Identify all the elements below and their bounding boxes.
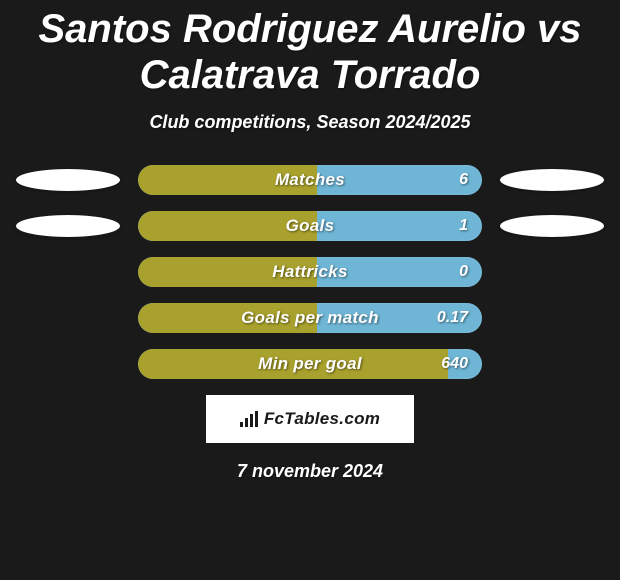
stat-bar-value: 0.17: [437, 303, 468, 333]
right-bubble: [500, 169, 604, 191]
stat-bar: Hattricks 0: [138, 257, 482, 287]
stat-bar-value: 640: [441, 349, 468, 379]
right-bubble: [500, 215, 604, 237]
left-bubble: [16, 215, 120, 237]
stat-bar-value: 0: [459, 257, 468, 287]
stat-row: Hattricks 0: [8, 257, 612, 287]
site-logo: FcTables.com: [206, 395, 414, 443]
stat-row: Matches 6: [8, 165, 612, 195]
stat-bar: Min per goal 640: [138, 349, 482, 379]
stat-bar-label: Goals per match: [138, 303, 482, 333]
stat-bar: Goals 1: [138, 211, 482, 241]
page-root: Santos Rodriguez Aurelio vs Calatrava To…: [0, 0, 620, 580]
stat-bar-label: Min per goal: [138, 349, 482, 379]
stat-bar-label: Hattricks: [138, 257, 482, 287]
stat-bar-label: Matches: [138, 165, 482, 195]
stat-bar: Goals per match 0.17: [138, 303, 482, 333]
chart-icon: [240, 411, 258, 427]
stats-area: Matches 6 Goals 1 Hattricks 0: [0, 165, 620, 379]
footer-date: 7 november 2024: [0, 461, 620, 482]
page-subtitle: Club competitions, Season 2024/2025: [0, 112, 620, 133]
page-title: Santos Rodriguez Aurelio vs Calatrava To…: [0, 0, 620, 98]
stat-bar: Matches 6: [138, 165, 482, 195]
stat-row: Min per goal 640: [8, 349, 612, 379]
stat-bar-label: Goals: [138, 211, 482, 241]
left-bubble: [16, 169, 120, 191]
stat-row: Goals per match 0.17: [8, 303, 612, 333]
stat-row: Goals 1: [8, 211, 612, 241]
logo-text: FcTables.com: [264, 409, 380, 429]
stat-bar-value: 6: [459, 165, 468, 195]
stat-bar-value: 1: [459, 211, 468, 241]
